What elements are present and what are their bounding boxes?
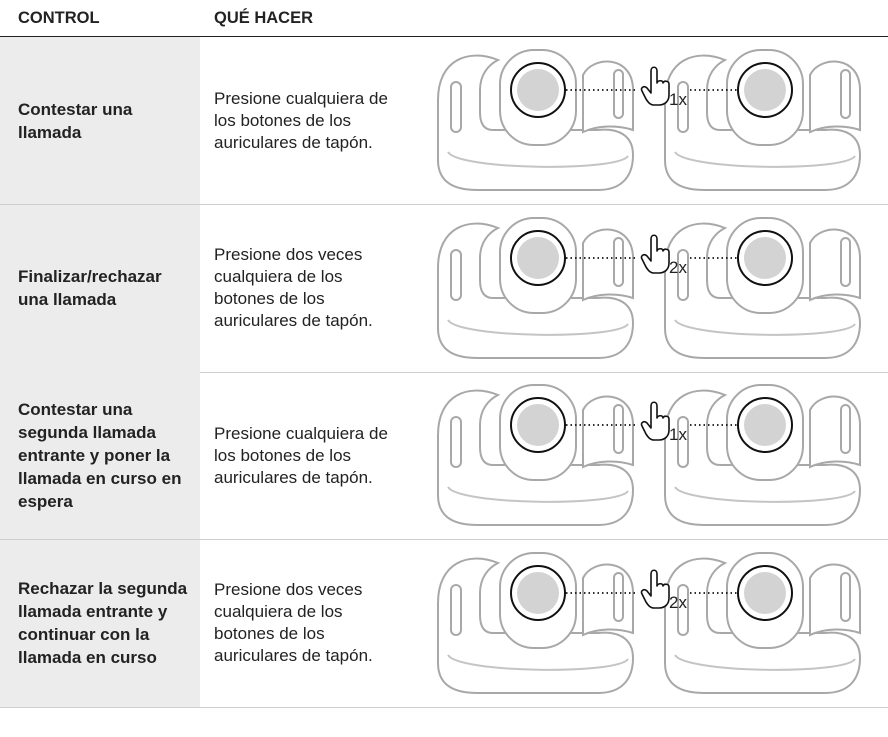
earbud-right: [664, 216, 861, 359]
action-cell: Presione cualquiera de los botones de lo…: [214, 37, 400, 204]
action-text: Presione cualquiera de los botones de lo…: [214, 88, 388, 152]
table-header: CONTROL QUÉ HACER: [0, 0, 888, 37]
control-text: Finalizar/rechazar una llamada: [18, 267, 162, 309]
action-text: Presione dos veces cualquiera de los bot…: [214, 580, 373, 665]
control-cell: Contestar una segunda llamada entrante y…: [0, 372, 200, 539]
action-cell: Presione dos veces cualquiera de los bot…: [214, 205, 400, 372]
press-count: 1x: [669, 90, 687, 109]
press-icon: [640, 66, 670, 106]
earbud-left: [437, 216, 634, 359]
table-row: Contestar una llamada Presione cualquiera…: [0, 37, 888, 205]
header-action: QUÉ HACER: [214, 9, 314, 27]
action-cell: Presione cualquiera de los botones de lo…: [214, 372, 400, 539]
earbud-left: [437, 49, 634, 191]
earbud-illustration: 2x: [437, 551, 861, 694]
press-icon: [640, 568, 670, 609]
press-icon: [640, 401, 670, 441]
earbud-left: [437, 551, 634, 694]
earbud-illustration: 1x: [437, 49, 861, 191]
press-icon: [640, 233, 670, 274]
action-text: Presione cualquiera de los botones de lo…: [214, 423, 388, 487]
control-text: Contestar una segunda llamada entrante y…: [18, 400, 182, 511]
action-text: Presione dos veces cualquiera de los bot…: [214, 245, 373, 330]
control-cell: Rechazar la segunda llamada entrante y c…: [0, 539, 200, 707]
press-count: 2x: [669, 258, 687, 277]
earbud-left: [437, 384, 634, 526]
earbud-right: [664, 551, 861, 694]
earbud-right: [664, 49, 861, 191]
table-row: Contestar una segunda llamada entrante y…: [0, 372, 888, 540]
header-control: CONTROL: [18, 9, 100, 27]
table-row: Finalizar/rechazar una llamada Presione d…: [0, 204, 888, 373]
control-text: Rechazar la segunda llamada entrante y c…: [18, 579, 188, 667]
earbud-right: [664, 384, 861, 526]
control-text: Contestar una llamada: [18, 99, 133, 142]
earbud-illustration: 2x: [437, 216, 861, 359]
earbud-illustration: 1x: [437, 384, 861, 526]
table-row: Rechazar la segunda llamada entrante y c…: [0, 539, 888, 708]
action-cell: Presione dos veces cualquiera de los bot…: [214, 540, 400, 707]
control-cell: Finalizar/rechazar una llamada: [0, 204, 200, 372]
control-cell: Contestar una llamada: [0, 37, 200, 204]
press-count: 1x: [669, 425, 687, 444]
press-count: 2x: [669, 593, 687, 612]
